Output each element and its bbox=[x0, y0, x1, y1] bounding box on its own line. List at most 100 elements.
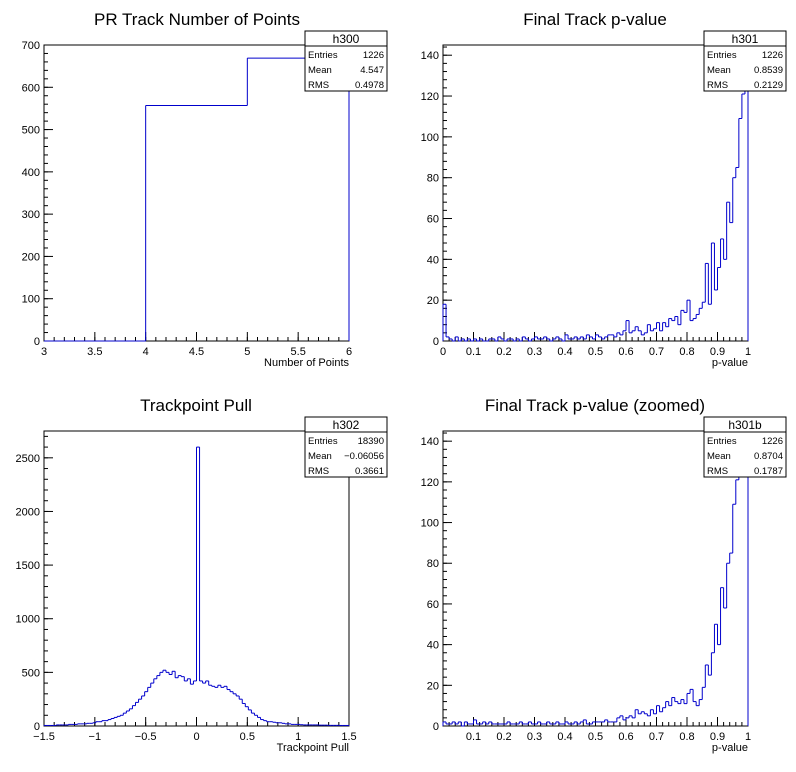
x-tick-label: 0.7 bbox=[649, 346, 664, 358]
stats-value: 0.3661 bbox=[355, 466, 384, 477]
panel-2: Final Track p-value 0 0.1 0.2 0.3 0.4 0.5 0.6 0.… bbox=[421, 10, 787, 369]
stats-box-frame bbox=[304, 30, 388, 92]
x-tick-label: 0.9 bbox=[710, 346, 725, 358]
x-tick-label: 0.9 bbox=[710, 731, 725, 743]
panel-3: Trackpoint Pull−1.5 −1 −0.5 0 0.5 1 1.5Trackpo… bbox=[16, 396, 388, 754]
stats-value: 1226 bbox=[762, 436, 783, 447]
x-tick-label: 0.5 bbox=[588, 346, 603, 358]
stats-label: Entries bbox=[308, 50, 338, 61]
plot-frame bbox=[442, 44, 749, 342]
x-tick-label: 0.1 bbox=[466, 346, 481, 358]
y-tick-label: 600 bbox=[22, 82, 40, 94]
y-tick-label: 500 bbox=[22, 125, 40, 137]
y-tick-label: 2000 bbox=[16, 506, 40, 518]
plot-frame bbox=[442, 430, 749, 727]
y-tick-label: 100 bbox=[22, 294, 40, 306]
y-tick-label: 0 bbox=[34, 336, 40, 348]
stats-label: Entries bbox=[707, 50, 737, 61]
x-tick-label: 3 bbox=[41, 346, 47, 358]
stats-value: 18390 bbox=[358, 436, 384, 447]
x-tick-label: 0.4 bbox=[557, 346, 572, 358]
x-tick-label: 1 bbox=[745, 346, 751, 358]
x-axis-label: p-value bbox=[712, 357, 748, 369]
y-tick-label: 200 bbox=[22, 251, 40, 263]
y-tick-label: 20 bbox=[427, 680, 439, 692]
chart-title: Final Track p-value bbox=[523, 10, 667, 29]
x-tick-label: −1 bbox=[89, 731, 102, 743]
x-tick-label: 0.1 bbox=[466, 731, 481, 743]
stats-value: −0.06056 bbox=[344, 451, 384, 462]
y-tick-label: 100 bbox=[421, 518, 439, 530]
stats-value: 0.1787 bbox=[754, 466, 783, 477]
y-tick-label: 120 bbox=[421, 91, 439, 103]
y-tick-label: 60 bbox=[427, 599, 439, 611]
x-tick-label: 4.5 bbox=[189, 346, 204, 358]
y-tick-label: 120 bbox=[421, 477, 439, 489]
x-tick-label: 0 bbox=[440, 346, 446, 358]
x-tick-label: 0.6 bbox=[618, 731, 633, 743]
stats-value: 0.8539 bbox=[754, 65, 783, 76]
y-tick-label: 300 bbox=[22, 209, 40, 221]
stats-value: 1226 bbox=[363, 50, 384, 61]
x-tick-label: 0.8 bbox=[679, 346, 694, 358]
stats-box: h302 Entries 18390 Mean −0.06056 RMS 0.3661 bbox=[304, 416, 388, 478]
y-tick-label: 0 bbox=[34, 721, 40, 733]
x-tick-label: 0.5 bbox=[588, 731, 603, 743]
x-axis-label: Number of Points bbox=[264, 357, 349, 369]
stats-value: 1226 bbox=[762, 50, 783, 61]
panel-1: PR Track Number of Points 3 3.5 4 4.5 5 5.5 6Nu… bbox=[22, 10, 388, 369]
x-tick-label: 0.7 bbox=[649, 731, 664, 743]
stats-label: Entries bbox=[308, 436, 338, 447]
stats-box: h301b Entries 1226 Mean 0.8704 RMS 0.1787 bbox=[703, 416, 787, 478]
y-tick-label: 0 bbox=[433, 721, 439, 733]
x-tick-label: 0.5 bbox=[240, 731, 255, 743]
x-tick-label: 0 bbox=[193, 731, 199, 743]
plot-frame bbox=[43, 44, 350, 342]
stats-value: 0.2129 bbox=[754, 80, 783, 91]
x-tick-label: 0.2 bbox=[496, 346, 511, 358]
y-tick-label: 140 bbox=[421, 436, 439, 448]
y-tick-label: 2500 bbox=[16, 453, 40, 465]
stats-label: Mean bbox=[707, 451, 731, 462]
stats-box-name: h300 bbox=[333, 32, 360, 46]
stats-box-frame bbox=[703, 30, 787, 92]
stats-box: h301 Entries 1226 Mean 0.8539 RMS 0.2129 bbox=[703, 30, 787, 92]
y-tick-label: 80 bbox=[427, 173, 439, 185]
stats-box-name: h301b bbox=[728, 418, 762, 432]
x-tick-label: 5.5 bbox=[291, 346, 306, 358]
chart-title: Trackpoint Pull bbox=[140, 396, 252, 415]
x-tick-label: 5 bbox=[244, 346, 250, 358]
stats-label: Mean bbox=[308, 65, 332, 76]
x-tick-label: 4 bbox=[143, 346, 149, 358]
y-tick-label: 40 bbox=[427, 640, 439, 652]
x-tick-label: 6 bbox=[346, 346, 352, 358]
y-tick-label: 400 bbox=[22, 167, 40, 179]
stats-label: RMS bbox=[308, 466, 329, 477]
stats-box-name: h302 bbox=[333, 418, 360, 432]
x-tick-label: 0.8 bbox=[679, 731, 694, 743]
stats-label: RMS bbox=[707, 80, 728, 91]
stats-label: RMS bbox=[308, 80, 329, 91]
x-axis-label: Trackpoint Pull bbox=[277, 742, 349, 754]
stats-label: Entries bbox=[707, 436, 737, 447]
x-tick-label: 0.2 bbox=[496, 731, 511, 743]
y-tick-label: 80 bbox=[427, 558, 439, 570]
y-tick-label: 1000 bbox=[16, 614, 40, 626]
chart-title: Final Track p-value (zoomed) bbox=[485, 396, 705, 415]
panel-4: Final Track p-value (zoomed) 0.1 0.2 0.3 0.4… bbox=[421, 396, 787, 754]
x-tick-label: 1.5 bbox=[341, 731, 356, 743]
x-tick-label: 0.6 bbox=[618, 346, 633, 358]
y-tick-label: 0 bbox=[433, 336, 439, 348]
stats-box: h300 Entries 1226 Mean 4.547 RMS 0.4978 bbox=[304, 30, 388, 92]
x-tick-label: 0.3 bbox=[527, 346, 542, 358]
x-tick-label: 1 bbox=[745, 731, 751, 743]
y-tick-label: 140 bbox=[421, 50, 439, 62]
stats-value: 0.4978 bbox=[355, 80, 384, 91]
y-tick-label: 1500 bbox=[16, 560, 40, 572]
x-tick-label: 3.5 bbox=[87, 346, 102, 358]
chart-title: PR Track Number of Points bbox=[94, 10, 300, 29]
stats-value: 4.547 bbox=[360, 65, 384, 76]
y-tick-label: 20 bbox=[427, 295, 439, 307]
stats-value: 0.8704 bbox=[754, 451, 783, 462]
